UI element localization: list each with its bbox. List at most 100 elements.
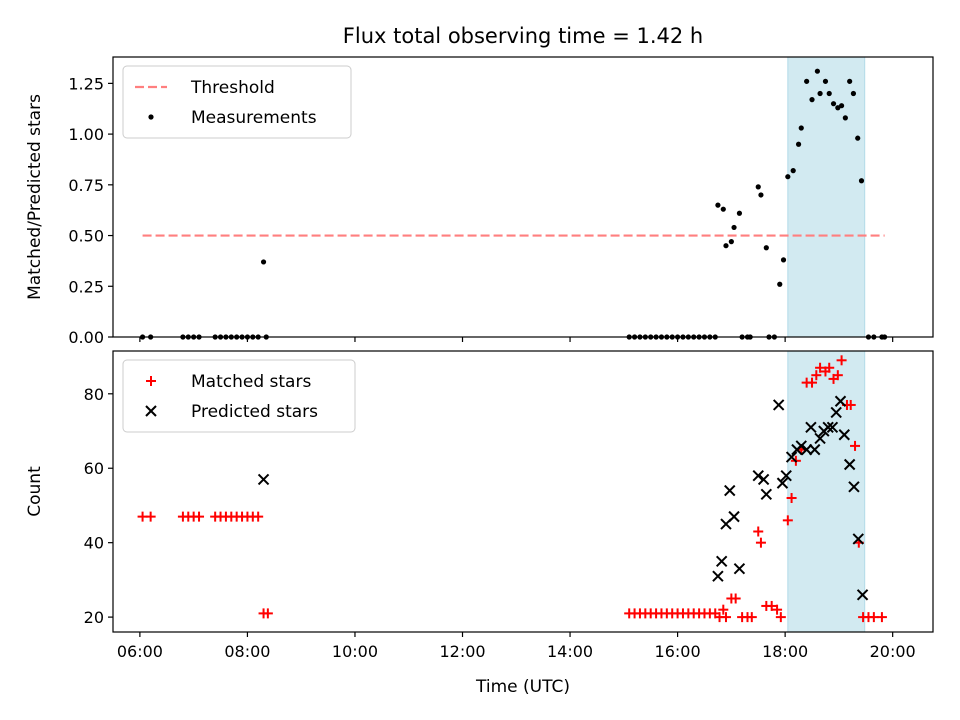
data-point [772,604,783,615]
data-point [834,395,847,407]
data-point [194,511,205,522]
data-point [838,429,850,441]
data-point [145,511,156,522]
data-point [757,473,770,486]
cross-b [826,421,839,434]
axes-frame [112,350,934,633]
cross-b [780,469,792,482]
legend-swatch [148,114,154,120]
highlight-band [787,350,866,633]
data-point [838,103,845,109]
data-point [766,600,777,611]
data-point [780,257,787,263]
cross-b [838,429,850,441]
cross-b [728,510,740,523]
data-point [808,443,821,456]
legend-entry: Matched stars [146,372,311,392]
legend-box [122,359,356,433]
data-point [760,488,773,500]
cross-b [724,484,736,497]
data-point [850,440,861,451]
cross-b [776,477,789,489]
cross-b [733,563,746,575]
data-point [723,243,729,249]
data-point [822,78,829,84]
data-point [847,78,853,84]
legend-box [122,65,352,139]
x-tick-label: 10:00 [332,642,378,661]
data-point [755,537,766,548]
series-predicted-stars [257,395,869,601]
x-tick-label: 08:00 [224,642,270,661]
cross-b [712,570,724,582]
data-point [856,589,869,601]
x-tick-label: 12:00 [439,642,485,661]
data-point [730,593,741,604]
data-point [858,178,865,184]
data-point [728,510,740,523]
data-point [848,481,860,493]
data-point [795,141,802,147]
data-point [852,533,864,545]
data-point [720,206,726,212]
data-point [755,184,761,190]
legend-swatch [145,405,157,417]
data-point [758,192,764,198]
ratio-panel: 0.00 0.25 0.50 0.75 1.00 1.25 Matched/Predicte… [25,56,934,347]
legend: Threshold Measurements [122,65,352,139]
data-point [257,473,270,486]
data-point [785,451,798,463]
data-point [720,612,731,623]
data-point [736,210,743,216]
cross-b [752,469,764,482]
data-point [775,612,786,623]
data-point [832,370,843,381]
cross-b [852,533,864,545]
data-point [753,526,764,537]
cross-b [814,432,826,445]
legend-entry: Threshold [135,78,275,98]
data-point [814,432,826,445]
data-point [809,97,815,103]
data-point [785,174,791,180]
data-point [807,377,818,388]
data-point [826,421,839,434]
data-point [715,202,721,208]
data-point [830,101,837,107]
data-point [772,399,785,411]
data-point [262,608,273,619]
legend-label: Threshold [190,78,275,98]
y-tick-label: 0.75 [68,176,104,195]
data-point [850,90,857,97]
data-point [253,511,264,522]
cross-b [795,440,807,452]
y-tick-label: 1.00 [68,125,104,144]
data-point [845,399,856,410]
data-point [795,440,807,452]
data-point [786,493,797,504]
data-point [817,90,823,97]
data-point [830,406,842,419]
data-point [790,168,796,174]
y-tick-label: 20 [84,608,104,627]
highlight-band [787,56,866,338]
y-axis-label: Count [25,466,45,517]
data-point [826,90,832,97]
y-tick-label: 80 [84,385,104,404]
y-tick-label: 0.00 [68,328,104,347]
data-point [718,604,729,615]
data-point [815,362,826,373]
axes-frame [112,56,934,338]
data-point [814,68,820,74]
legend: Matched stars Predicted stars [122,359,356,433]
cross-b [822,421,834,434]
data-point [782,515,793,526]
x-tick-label: 06:00 [117,642,163,661]
cross-b [848,481,860,493]
data-point [798,125,804,131]
data-point [876,612,887,623]
x-tick-label: 14:00 [547,642,593,661]
data-point [843,458,856,471]
legend-entry: Predicted stars [145,402,318,422]
